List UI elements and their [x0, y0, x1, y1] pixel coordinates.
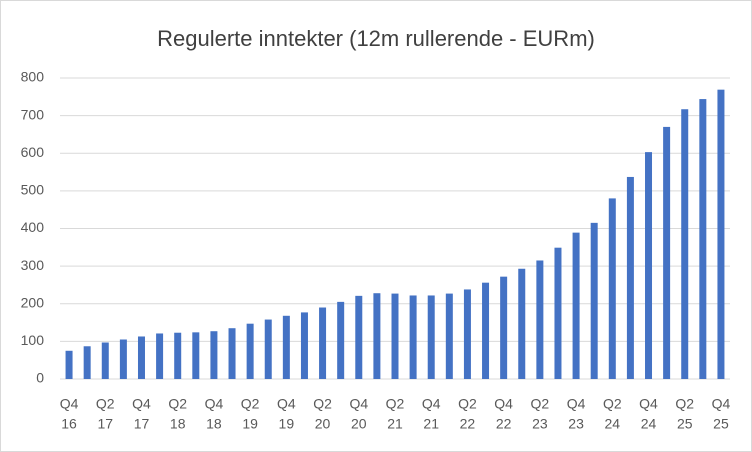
bar: [482, 282, 490, 379]
bar: [137, 336, 145, 379]
x-tick-label: Q4: [494, 396, 513, 412]
bar: [101, 342, 109, 379]
x-tick-label: 17: [134, 416, 150, 432]
x-tick-label: Q2: [313, 396, 332, 412]
x-tick-label: Q4: [132, 396, 151, 412]
y-tick-label: 700: [21, 106, 45, 122]
x-tick-label: Q4: [567, 396, 586, 412]
bar: [518, 268, 526, 379]
bar: [83, 346, 91, 379]
x-tick-label: 20: [351, 416, 367, 432]
bar: [608, 198, 616, 379]
y-tick-label: 300: [21, 257, 45, 273]
x-tick-label: Q2: [168, 396, 187, 412]
x-tick-label: Q4: [422, 396, 441, 412]
x-tick-label: 19: [279, 416, 295, 432]
x-tick-label: Q2: [96, 396, 115, 412]
x-tick-label: 18: [206, 416, 222, 432]
bar: [554, 247, 562, 379]
bar: [282, 315, 290, 379]
bar: [156, 333, 164, 379]
y-tick-label: 800: [21, 69, 45, 85]
bar: [536, 260, 544, 379]
y-tick-label: 400: [21, 219, 45, 235]
x-tick-label: 22: [460, 416, 476, 432]
x-tick-label: 25: [677, 416, 693, 432]
bar: [500, 276, 508, 379]
chart-title: Regulerte inntekter (12m rullerende - EU…: [157, 26, 595, 51]
bar: [264, 319, 272, 379]
bar: [681, 109, 689, 379]
bar: [626, 176, 634, 379]
bar: [699, 99, 707, 379]
x-tick-label: Q2: [386, 396, 405, 412]
bar: [119, 339, 127, 379]
bar: [246, 323, 254, 379]
bar: [427, 295, 435, 379]
bar: [717, 89, 725, 379]
x-tick-label: Q2: [458, 396, 477, 412]
bar: [373, 293, 381, 379]
y-tick-label: 600: [21, 144, 45, 160]
x-tick-label: Q4: [277, 396, 296, 412]
bar: [391, 293, 399, 379]
x-tick-label: 22: [496, 416, 512, 432]
bar: [409, 295, 417, 379]
bar: [210, 331, 218, 379]
x-tick-label: 23: [568, 416, 584, 432]
bar: [663, 126, 671, 379]
bar: [463, 289, 471, 379]
x-tick-label: 24: [605, 416, 621, 432]
x-tick-label: Q4: [639, 396, 658, 412]
x-tick-label: 24: [641, 416, 657, 432]
x-tick-label: 19: [242, 416, 258, 432]
x-tick-label: Q2: [603, 396, 622, 412]
y-tick-label: 500: [21, 182, 45, 198]
bar: [355, 295, 363, 379]
x-tick-label: Q2: [531, 396, 550, 412]
x-tick-label: 16: [61, 416, 77, 432]
x-tick-label: Q2: [675, 396, 694, 412]
bar: [572, 232, 580, 379]
bar: [445, 293, 453, 379]
x-tick-label: Q2: [241, 396, 260, 412]
bar: [590, 222, 598, 379]
x-tick-label: 20: [315, 416, 331, 432]
bar: [65, 350, 73, 379]
bar: [319, 307, 327, 379]
bar: [337, 301, 345, 379]
bar: [174, 332, 182, 379]
x-tick-label: 21: [387, 416, 403, 432]
bar: [645, 152, 653, 379]
x-tick-label: Q4: [205, 396, 224, 412]
x-tick-label: Q4: [349, 396, 368, 412]
x-tick-label: Q4: [712, 396, 731, 412]
x-tick-label: 21: [423, 416, 439, 432]
bar: [300, 312, 308, 379]
x-tick-label: 25: [713, 416, 729, 432]
x-tick-label: Q4: [60, 396, 79, 412]
bar: [228, 328, 236, 379]
y-tick-label: 0: [36, 370, 44, 386]
x-tick-label: 17: [97, 416, 113, 432]
y-tick-label: 200: [21, 294, 45, 310]
bar: [192, 332, 200, 379]
x-tick-label: 23: [532, 416, 548, 432]
y-tick-label: 100: [21, 332, 45, 348]
x-tick-label: 18: [170, 416, 186, 432]
